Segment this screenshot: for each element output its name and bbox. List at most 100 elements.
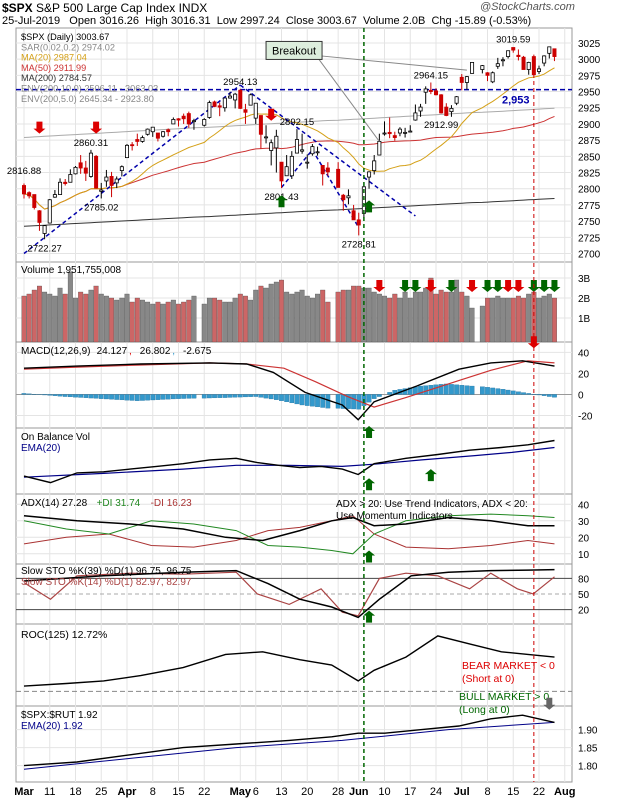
candle-body bbox=[161, 131, 166, 137]
macd-hist-bar bbox=[479, 386, 485, 395]
volume-signal-arrow bbox=[502, 280, 515, 292]
volume-bar bbox=[83, 293, 89, 343]
volume-bar bbox=[521, 297, 526, 343]
adx-tick-label: 10 bbox=[578, 550, 590, 561]
macd-hist-bar bbox=[505, 389, 511, 395]
volume-bar bbox=[304, 295, 310, 343]
candle-body bbox=[506, 50, 511, 57]
price-legend-item: ENV(200,5.0) 2645.34 - 2923.80 bbox=[21, 94, 154, 104]
candle-body bbox=[284, 166, 289, 177]
macd-hist-bar bbox=[170, 394, 176, 400]
macd-hist-bar bbox=[160, 394, 166, 400]
volume-bar bbox=[510, 297, 516, 343]
price-tick-label: 2750 bbox=[578, 217, 601, 228]
volume-bar bbox=[67, 271, 73, 343]
candle-body bbox=[433, 90, 438, 96]
volume-bar bbox=[155, 301, 161, 343]
volume-bar bbox=[495, 295, 501, 343]
price-annotation: 2728.81 bbox=[342, 239, 376, 250]
candle-body bbox=[227, 95, 232, 99]
candle-body bbox=[176, 118, 181, 121]
price-signal-arrow bbox=[265, 108, 278, 121]
ratio-ema-label: EMA(20) 1.92 bbox=[21, 721, 83, 732]
header-name: S&P 500 Large Cap Index bbox=[36, 1, 176, 15]
macd-hist-bar bbox=[346, 394, 351, 409]
volume-bar bbox=[212, 297, 217, 343]
macd-hist-bar bbox=[124, 394, 130, 401]
obv-ema-line bbox=[23, 446, 555, 478]
volume-bar bbox=[371, 291, 377, 343]
adx-label-part: +DI 31.74 bbox=[97, 498, 141, 509]
macd-hist-bar bbox=[57, 394, 63, 397]
trendline bbox=[280, 149, 313, 188]
candle-body bbox=[42, 225, 47, 234]
macd-hist-bar bbox=[449, 384, 454, 395]
obv-signal-arrow bbox=[424, 469, 437, 482]
macd-hist-bar bbox=[485, 387, 490, 395]
price-annotation: 2912.99 bbox=[424, 120, 458, 131]
macd-hist-bar bbox=[227, 394, 233, 398]
macd-hist-bar bbox=[212, 394, 217, 399]
volume-bar bbox=[366, 287, 372, 343]
volume-bar bbox=[320, 289, 326, 343]
candle-body bbox=[289, 155, 294, 177]
macd-hist-bar bbox=[26, 393, 32, 395]
macd-hist-bar bbox=[119, 394, 125, 401]
volume-bar bbox=[552, 297, 557, 343]
macd-hist-bar bbox=[541, 394, 547, 396]
sto-tick-label: 50 bbox=[578, 590, 590, 601]
macd-hist-bar bbox=[279, 394, 284, 401]
adx-tick-label: 40 bbox=[578, 500, 590, 511]
volume-bar bbox=[279, 279, 284, 343]
volume-bar bbox=[345, 289, 351, 343]
adx-label-part: ADX(14) 27.28 bbox=[21, 498, 88, 509]
price-tick-label: 2700 bbox=[578, 250, 601, 261]
candle-body bbox=[233, 93, 238, 101]
candle-body bbox=[305, 161, 310, 164]
price-tick-label: 3000 bbox=[578, 55, 601, 66]
volume-bar bbox=[541, 295, 547, 343]
volume-bar bbox=[26, 293, 32, 343]
trendline bbox=[23, 84, 241, 255]
volume-bar bbox=[78, 291, 84, 343]
macd-label-part: 26.802 bbox=[140, 346, 171, 357]
trendline bbox=[311, 149, 360, 228]
bull-market-sub: (Long at 0) bbox=[459, 704, 510, 716]
candle-body bbox=[464, 76, 469, 83]
x-tick-label: 20 bbox=[301, 786, 313, 798]
volume-bar bbox=[206, 297, 212, 343]
macd-hist-bar bbox=[516, 391, 521, 395]
price-annotation: 3019.59 bbox=[496, 34, 530, 45]
volume-bar bbox=[170, 299, 176, 343]
volume-bar bbox=[232, 297, 238, 343]
header-date: 25-Jul-2019 bbox=[2, 15, 61, 27]
volume-bar bbox=[412, 291, 418, 343]
volume-bar bbox=[165, 301, 171, 343]
macd-hist-bar bbox=[93, 394, 99, 399]
macd-hist-bar bbox=[366, 394, 372, 403]
candle-body bbox=[21, 185, 26, 195]
macd-hist-bar bbox=[181, 394, 186, 399]
adx-note-line2: Use Momentum Indicators bbox=[336, 511, 453, 522]
volume-bar bbox=[356, 285, 362, 343]
candle-body bbox=[516, 54, 521, 57]
price-tick-label: 2975 bbox=[578, 71, 601, 82]
header-symbol: $SPX bbox=[2, 1, 33, 15]
volume-bar bbox=[387, 297, 393, 343]
macd-hist-bar bbox=[129, 394, 135, 401]
price-tick-label: 2900 bbox=[578, 120, 601, 131]
open-label: Open bbox=[69, 15, 97, 27]
volume-bar bbox=[98, 293, 104, 343]
macd-hist-bar bbox=[88, 394, 94, 399]
price-tick-label: 2850 bbox=[578, 152, 601, 163]
volume-bar bbox=[37, 285, 42, 343]
roc-line bbox=[23, 635, 555, 687]
high-label: High bbox=[145, 15, 168, 27]
x-tick-label: 15 bbox=[507, 786, 519, 798]
candle-body bbox=[372, 160, 377, 171]
ma200-line bbox=[23, 198, 555, 227]
close-value: 3003.67 bbox=[317, 15, 357, 27]
x-tick-label: 15 bbox=[172, 786, 184, 798]
x-tick-label: Aug bbox=[554, 786, 575, 798]
x-tick-label: 22 bbox=[533, 786, 545, 798]
